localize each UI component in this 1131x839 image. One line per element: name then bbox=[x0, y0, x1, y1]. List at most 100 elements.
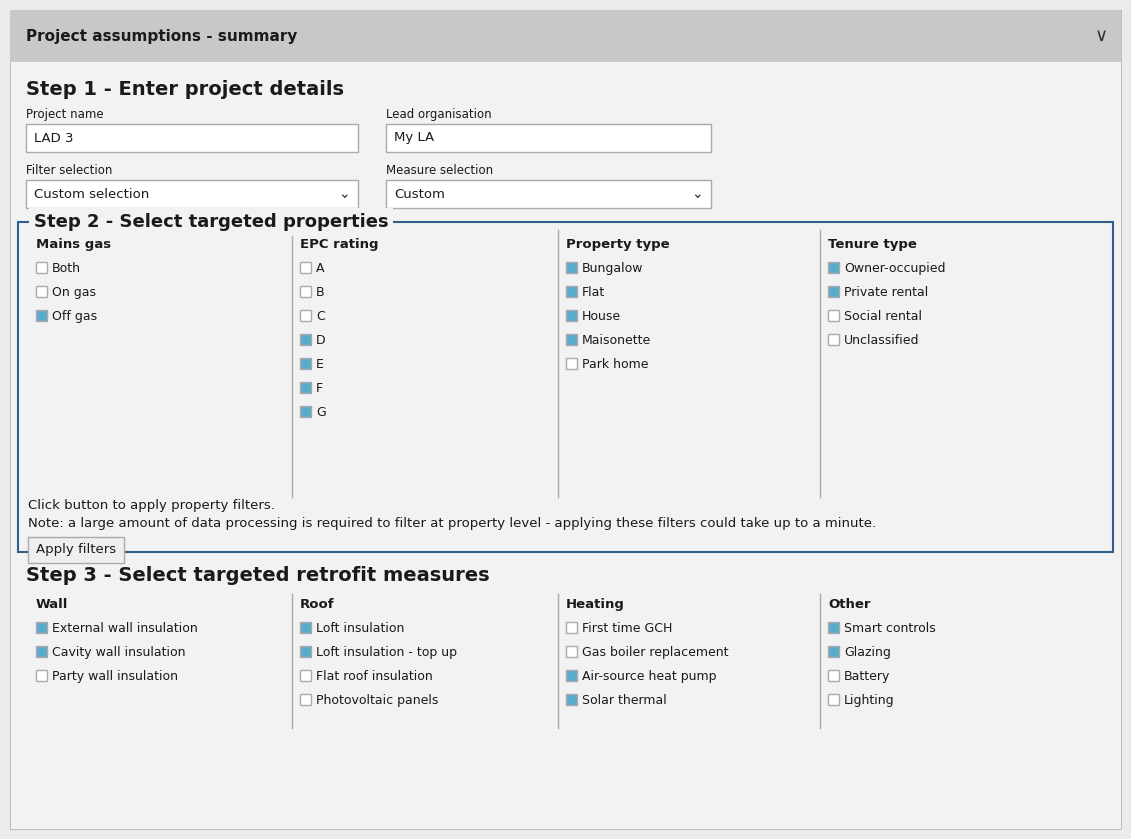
Bar bbox=[566, 358, 577, 369]
Text: Both: Both bbox=[52, 262, 81, 275]
Bar bbox=[828, 310, 839, 321]
Bar bbox=[26, 124, 359, 152]
Text: ⌄: ⌄ bbox=[338, 187, 349, 201]
Text: Tenure type: Tenure type bbox=[828, 238, 917, 251]
Text: Filter selection: Filter selection bbox=[26, 164, 112, 177]
Text: Custom selection: Custom selection bbox=[34, 187, 149, 201]
Bar bbox=[300, 286, 311, 297]
Text: F: F bbox=[316, 382, 323, 395]
Bar bbox=[300, 334, 311, 345]
Text: Air-source heat pump: Air-source heat pump bbox=[582, 670, 717, 683]
Text: Project name: Project name bbox=[26, 108, 104, 121]
Bar bbox=[300, 310, 311, 321]
Bar bbox=[566, 694, 577, 705]
Text: Maisonette: Maisonette bbox=[582, 334, 651, 347]
Bar bbox=[36, 262, 48, 273]
Text: ∨: ∨ bbox=[1095, 27, 1107, 45]
Bar bbox=[300, 622, 311, 633]
Text: Social rental: Social rental bbox=[844, 310, 922, 323]
Bar bbox=[36, 622, 48, 633]
Bar bbox=[828, 286, 839, 297]
Text: Battery: Battery bbox=[844, 670, 890, 683]
Text: Note: a large amount of data processing is required to filter at property level : Note: a large amount of data processing … bbox=[28, 517, 877, 530]
Text: Glazing: Glazing bbox=[844, 646, 891, 659]
Text: Step 3 - Select targeted retrofit measures: Step 3 - Select targeted retrofit measur… bbox=[26, 566, 490, 585]
Text: A: A bbox=[316, 262, 325, 275]
Text: Step 2 - Select targeted properties: Step 2 - Select targeted properties bbox=[34, 213, 389, 231]
Text: Click button to apply property filters.: Click button to apply property filters. bbox=[28, 499, 275, 512]
Text: Park home: Park home bbox=[582, 358, 648, 371]
Text: Roof: Roof bbox=[300, 598, 335, 611]
Bar bbox=[36, 310, 48, 321]
Text: Custom: Custom bbox=[394, 187, 444, 201]
Bar bbox=[36, 670, 48, 681]
Text: EPC rating: EPC rating bbox=[300, 238, 379, 251]
Bar bbox=[300, 358, 311, 369]
Text: E: E bbox=[316, 358, 323, 371]
Bar bbox=[828, 670, 839, 681]
Text: G: G bbox=[316, 406, 326, 419]
Bar bbox=[828, 646, 839, 657]
Text: Cavity wall insulation: Cavity wall insulation bbox=[52, 646, 185, 659]
Bar bbox=[18, 222, 1113, 552]
Bar bbox=[26, 180, 359, 208]
Bar bbox=[828, 622, 839, 633]
Bar bbox=[300, 670, 311, 681]
Bar bbox=[300, 694, 311, 705]
Text: Apply filters: Apply filters bbox=[36, 544, 116, 556]
Text: First time GCH: First time GCH bbox=[582, 622, 672, 635]
Text: Unclassified: Unclassified bbox=[844, 334, 920, 347]
Text: C: C bbox=[316, 310, 325, 323]
Text: ⌄: ⌄ bbox=[691, 187, 702, 201]
Text: LAD 3: LAD 3 bbox=[34, 132, 74, 144]
Text: B: B bbox=[316, 286, 325, 299]
Text: Wall: Wall bbox=[36, 598, 68, 611]
Text: Photovoltaic panels: Photovoltaic panels bbox=[316, 694, 439, 707]
Bar bbox=[566, 286, 577, 297]
Bar bbox=[300, 262, 311, 273]
Text: Project assumptions - summary: Project assumptions - summary bbox=[26, 29, 297, 44]
Bar bbox=[386, 124, 711, 152]
Text: Property type: Property type bbox=[566, 238, 670, 251]
Text: Owner-occupied: Owner-occupied bbox=[844, 262, 946, 275]
Text: Step 1 - Enter project details: Step 1 - Enter project details bbox=[26, 80, 344, 99]
Text: House: House bbox=[582, 310, 621, 323]
Bar bbox=[300, 406, 311, 417]
Text: Mains gas: Mains gas bbox=[36, 238, 111, 251]
Bar bbox=[828, 262, 839, 273]
Text: Heating: Heating bbox=[566, 598, 624, 611]
Bar bbox=[28, 537, 124, 563]
Bar bbox=[566, 622, 577, 633]
Text: Lighting: Lighting bbox=[844, 694, 895, 707]
Bar bbox=[36, 646, 48, 657]
Text: Loft insulation: Loft insulation bbox=[316, 622, 405, 635]
Text: Lead organisation: Lead organisation bbox=[386, 108, 492, 121]
Bar bbox=[566, 646, 577, 657]
Text: Flat: Flat bbox=[582, 286, 605, 299]
Bar bbox=[386, 180, 711, 208]
Bar bbox=[828, 334, 839, 345]
Bar bbox=[36, 286, 48, 297]
Bar bbox=[828, 694, 839, 705]
Text: Off gas: Off gas bbox=[52, 310, 97, 323]
Text: Party wall insulation: Party wall insulation bbox=[52, 670, 178, 683]
Text: My LA: My LA bbox=[394, 132, 434, 144]
Text: Gas boiler replacement: Gas boiler replacement bbox=[582, 646, 728, 659]
Text: On gas: On gas bbox=[52, 286, 96, 299]
Text: D: D bbox=[316, 334, 326, 347]
Text: Smart controls: Smart controls bbox=[844, 622, 935, 635]
Text: Solar thermal: Solar thermal bbox=[582, 694, 667, 707]
Bar bbox=[10, 10, 1121, 62]
Text: Flat roof insulation: Flat roof insulation bbox=[316, 670, 433, 683]
Bar bbox=[566, 310, 577, 321]
Text: Loft insulation - top up: Loft insulation - top up bbox=[316, 646, 457, 659]
Bar bbox=[566, 262, 577, 273]
Text: Private rental: Private rental bbox=[844, 286, 929, 299]
Text: Other: Other bbox=[828, 598, 871, 611]
Text: External wall insulation: External wall insulation bbox=[52, 622, 198, 635]
Bar bbox=[566, 670, 577, 681]
Bar bbox=[300, 382, 311, 393]
Bar bbox=[566, 334, 577, 345]
Bar bbox=[300, 646, 311, 657]
Text: Measure selection: Measure selection bbox=[386, 164, 493, 177]
